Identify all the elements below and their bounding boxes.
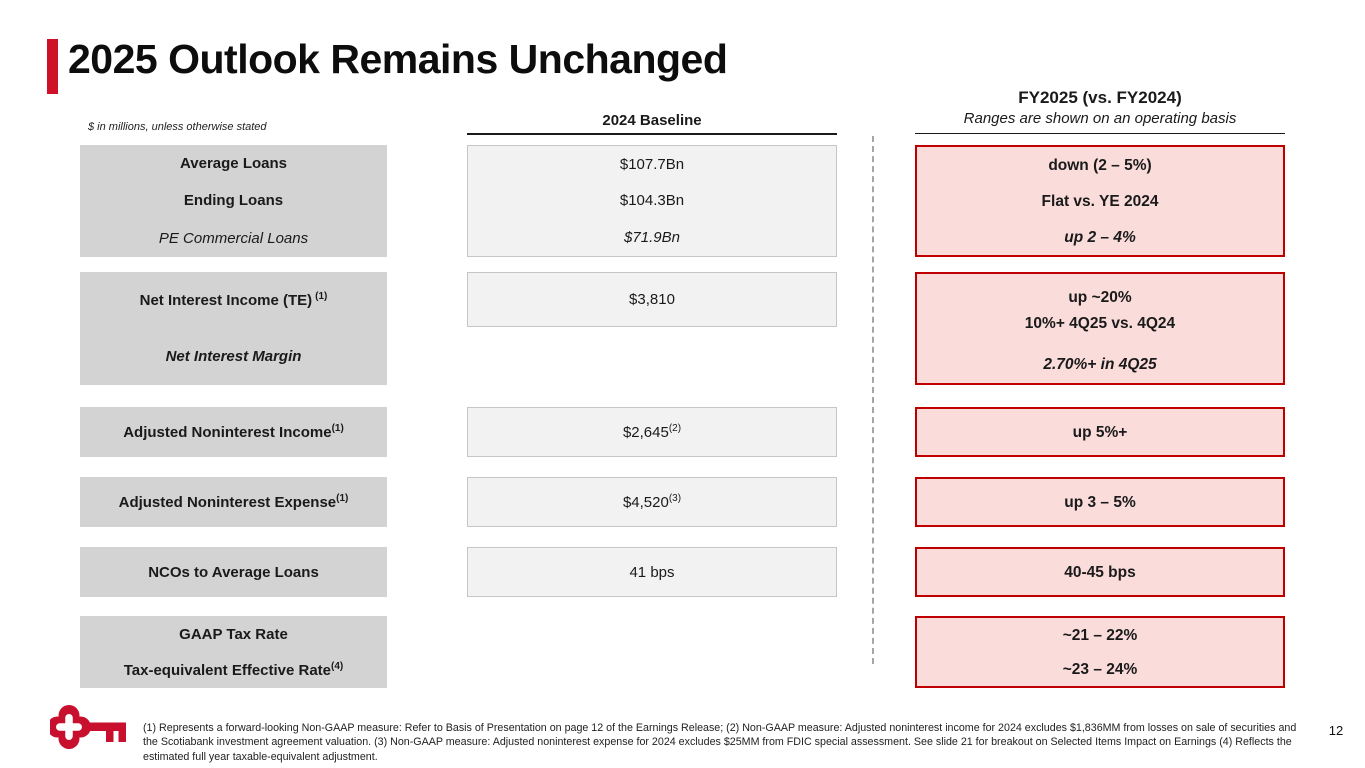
outlook-box: down (2 – 5%) Flat vs. YE 2024 up 2 – 4%	[915, 145, 1285, 257]
outlook-value: up 5%+	[1072, 423, 1128, 441]
row-label: Tax-equivalent Effective Rate(4)	[123, 660, 344, 679]
outlook-box: up 3 – 5%	[915, 477, 1285, 527]
row-label: NCOs to Average Loans	[148, 563, 319, 581]
baseline-value: $2,645(2)	[622, 422, 682, 441]
row-label: Net Interest Income (TE) (1)	[139, 290, 328, 309]
footnote-marker: (1)	[336, 492, 349, 504]
outlook-value: ~21 – 22%	[1062, 626, 1138, 644]
baseline-value-box: $2,645(2)	[467, 407, 837, 457]
outlook-box: ~21 – 22% ~23 – 24%	[915, 616, 1285, 688]
row-label: Adjusted Noninterest Income(1)	[123, 422, 344, 441]
footnote-marker: (3)	[668, 492, 682, 504]
metric-label-box: Net Interest Income (TE) (1) Net Interest…	[80, 272, 387, 385]
baseline-column-header: 2024 Baseline	[602, 112, 702, 129]
outlook-value: down (2 – 5%)	[1048, 156, 1152, 174]
outlook-box: 40-45 bps	[915, 547, 1285, 597]
row-label: GAAP Tax Rate	[179, 625, 288, 643]
footnote-text: (1) Represents a forward-looking Non-GAA…	[143, 721, 1297, 764]
title-accent-bar	[47, 39, 58, 94]
metric-label-box: Average Loans Ending Loans PE Commercial…	[80, 145, 387, 257]
footnote-marker: (4)	[331, 660, 344, 672]
footnote-marker: (1)	[331, 422, 344, 434]
row-label: PE Commercial Loans	[158, 229, 309, 247]
baseline-value-box: $3,810	[467, 272, 837, 327]
footnote-marker: (2)	[668, 422, 682, 434]
outlook-value: 2.70%+ in 4Q25	[1043, 356, 1157, 373]
outlook-box: up ~20% 10%+ 4Q25 vs. 4Q24 2.70%+ in 4Q2…	[915, 272, 1285, 385]
outlook-value: 40-45 bps	[1064, 563, 1136, 581]
column-divider	[872, 136, 874, 664]
units-note: $ in millions, unless otherwise stated	[88, 121, 267, 133]
outlook-header-rule	[915, 133, 1285, 134]
page-title: 2025 Outlook Remains Unchanged	[68, 36, 728, 82]
baseline-value-box: $107.7Bn $104.3Bn $71.9Bn	[467, 145, 837, 257]
metric-label-box: Adjusted Noninterest Expense(1)	[80, 477, 387, 527]
outlook-value: ~23 – 24%	[1062, 660, 1138, 678]
page-number: 12	[1328, 723, 1344, 738]
row-label: Average Loans	[180, 155, 287, 173]
baseline-value: $71.9Bn	[624, 229, 680, 247]
row-label: Net Interest Margin	[165, 348, 302, 366]
metric-label-box: Adjusted Noninterest Income(1)	[80, 407, 387, 457]
outlook-value: 10%+ 4Q25 vs. 4Q24	[1024, 315, 1176, 332]
outlook-column-subheader: Ranges are shown on an operating basis	[963, 110, 1237, 127]
outlook-value: up ~20%	[1068, 289, 1132, 306]
footnote-marker: (1)	[315, 290, 328, 302]
outlook-box: up 5%+	[915, 407, 1285, 457]
row-label: Ending Loans	[183, 192, 284, 210]
baseline-value: $4,520(3)	[622, 492, 682, 511]
keybank-key-icon	[50, 705, 126, 749]
metric-label-box: GAAP Tax Rate Tax-equivalent Effective R…	[80, 616, 387, 688]
metric-label-box: NCOs to Average Loans	[80, 547, 387, 597]
baseline-value-box: 41 bps	[467, 547, 837, 597]
baseline-value: $3,810	[629, 291, 675, 308]
outlook-value: Flat vs. YE 2024	[1041, 192, 1159, 210]
row-label: Adjusted Noninterest Expense(1)	[118, 492, 349, 511]
outlook-column-header: FY2025 (vs. FY2024)	[1018, 88, 1182, 107]
baseline-header-rule	[467, 133, 837, 135]
baseline-value: $104.3Bn	[619, 192, 685, 210]
outlook-value: up 3 – 5%	[1064, 493, 1136, 511]
baseline-value: 41 bps	[629, 563, 675, 581]
baseline-value-box: $4,520(3)	[467, 477, 837, 527]
outlook-value: up 2 – 4%	[1064, 228, 1136, 246]
baseline-value: $107.7Bn	[619, 155, 685, 173]
